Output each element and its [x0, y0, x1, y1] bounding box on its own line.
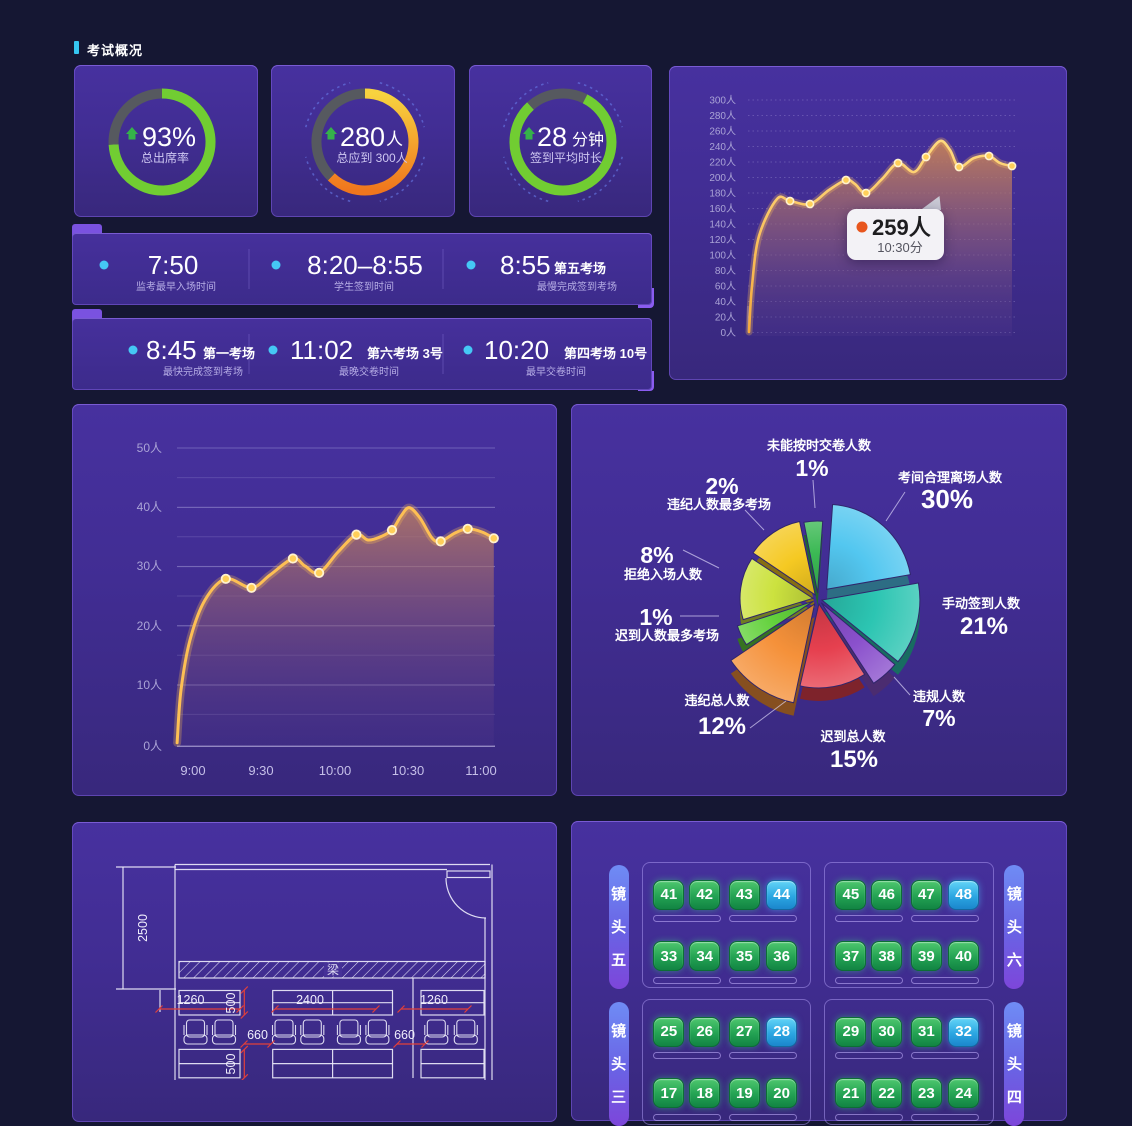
svg-text:20人: 20人	[137, 619, 162, 633]
svg-text:7:50: 7:50	[148, 250, 199, 280]
svg-text:200人: 200人	[709, 172, 736, 184]
svg-text:10:20: 10:20	[484, 335, 549, 365]
svg-text:第五考场: 第五考场	[554, 261, 606, 276]
svg-text:140人: 140人	[709, 219, 736, 231]
svg-text:分钟: 分钟	[572, 131, 604, 149]
svg-text:最早交卷时间: 最早交卷时间	[526, 365, 586, 378]
svg-text:660: 660	[394, 1028, 415, 1042]
svg-text:30人: 30人	[137, 559, 162, 573]
svg-text:迟到人数最多考场: 迟到人数最多考场	[615, 628, 719, 643]
svg-text:500: 500	[224, 993, 238, 1014]
svg-text:10:00: 10:00	[319, 763, 352, 778]
svg-text:学生签到时间: 学生签到时间	[334, 280, 394, 293]
svg-text:220人: 220人	[709, 157, 736, 169]
svg-text:7%: 7%	[922, 705, 955, 731]
svg-text:40人: 40人	[137, 500, 162, 514]
svg-text:梁: 梁	[327, 962, 339, 977]
svg-text:总出席率: 总出席率	[141, 150, 189, 165]
svg-text:第六考场 3号: 第六考场 3号	[367, 346, 443, 361]
svg-text:违规人数: 违规人数	[913, 689, 966, 704]
svg-text:80人: 80人	[715, 265, 736, 277]
svg-text:240人: 240人	[709, 141, 736, 153]
svg-text:93%: 93%	[142, 122, 196, 152]
svg-text:第一考场: 第一考场	[203, 346, 255, 361]
svg-text:迟到总人数: 迟到总人数	[820, 729, 886, 744]
svg-text:30%: 30%	[921, 484, 973, 514]
svg-text:28: 28	[537, 122, 567, 152]
svg-text:2500: 2500	[136, 914, 150, 942]
svg-text:第四考场 10号: 第四考场 10号	[564, 346, 647, 361]
svg-text:9:30: 9:30	[248, 763, 273, 778]
svg-text:1%: 1%	[795, 455, 828, 481]
svg-text:人: 人	[386, 130, 403, 149]
svg-text:1260: 1260	[420, 993, 448, 1007]
svg-text:总应到 300人: 总应到 300人	[336, 150, 407, 165]
svg-text:40人: 40人	[715, 296, 736, 308]
svg-text:考间合理离场人数: 考间合理离场人数	[898, 470, 1003, 485]
svg-text:120人: 120人	[709, 234, 736, 246]
svg-text:9:00: 9:00	[180, 763, 205, 778]
svg-text:8:55: 8:55	[500, 250, 551, 280]
svg-text:手动签到人数: 手动签到人数	[942, 596, 1021, 611]
svg-text:最快完成签到考场: 最快完成签到考场	[163, 365, 243, 378]
svg-text:160人: 160人	[709, 203, 736, 215]
svg-text:1260: 1260	[177, 993, 205, 1007]
svg-text:10人: 10人	[137, 678, 162, 692]
svg-text:100人: 100人	[709, 250, 736, 262]
svg-text:违纪人数最多考场: 违纪人数最多考场	[667, 497, 771, 512]
svg-text:15%: 15%	[830, 746, 878, 773]
svg-text:280人: 280人	[709, 110, 736, 122]
svg-text:8:45: 8:45	[146, 335, 197, 365]
svg-text:1%: 1%	[639, 604, 672, 630]
svg-text:20人: 20人	[715, 312, 736, 324]
svg-text:拒绝入场人数: 拒绝入场人数	[624, 567, 703, 582]
svg-text:21%: 21%	[960, 613, 1008, 640]
svg-text:660: 660	[247, 1028, 268, 1042]
svg-text:180人: 180人	[709, 188, 736, 200]
svg-text:签到平均时长: 签到平均时长	[530, 150, 602, 165]
svg-text:10:30: 10:30	[392, 763, 425, 778]
svg-text:2400: 2400	[296, 993, 324, 1007]
svg-text:2%: 2%	[705, 473, 738, 499]
svg-text:违纪总人数: 违纪总人数	[684, 693, 750, 708]
svg-text:8:20–8:55: 8:20–8:55	[307, 250, 423, 280]
svg-text:10:30分: 10:30分	[877, 240, 923, 255]
svg-text:12%: 12%	[698, 713, 746, 740]
svg-text:500: 500	[224, 1054, 238, 1075]
svg-text:260人: 260人	[709, 126, 736, 138]
svg-text:最慢完成签到考场: 最慢完成签到考场	[537, 280, 617, 293]
svg-text:259人: 259人	[872, 215, 931, 240]
svg-text:0人: 0人	[720, 327, 736, 339]
svg-text:0人: 0人	[143, 739, 162, 753]
svg-text:监考最早入场时间: 监考最早入场时间	[136, 280, 216, 293]
svg-text:最晚交卷时间: 最晚交卷时间	[339, 365, 399, 378]
svg-text:11:00: 11:00	[465, 763, 497, 778]
svg-text:8%: 8%	[640, 542, 673, 568]
svg-text:60人: 60人	[715, 281, 736, 293]
svg-text:未能按时交卷人数: 未能按时交卷人数	[766, 438, 872, 453]
svg-text:50人: 50人	[137, 441, 162, 455]
svg-text:11:02: 11:02	[290, 335, 353, 365]
svg-text:300人: 300人	[709, 95, 736, 107]
svg-text:280: 280	[340, 122, 385, 152]
